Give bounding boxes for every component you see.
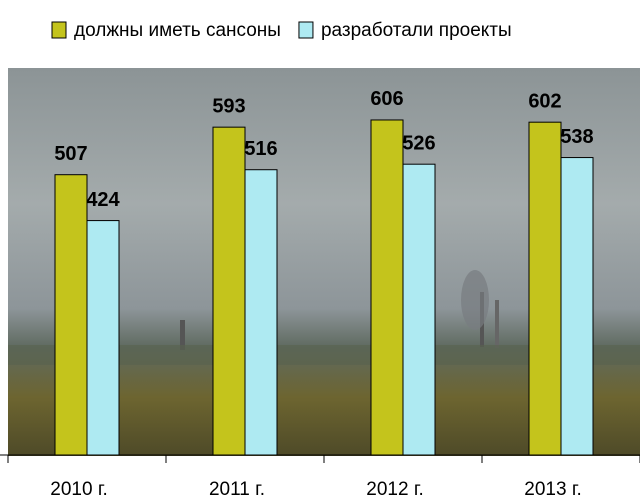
legend-label: должны иметь сансоны <box>74 20 281 41</box>
x-tick-label: 2011 г. <box>209 479 265 500</box>
legend: должны иметь сансоны разработали проекты <box>52 20 512 41</box>
bar <box>561 158 593 455</box>
chart: должны иметь сансоныразработали проекты … <box>0 0 640 501</box>
value-label: 424 <box>86 189 120 211</box>
value-label: 593 <box>212 95 245 117</box>
bar <box>371 120 403 455</box>
x-tick-label: 2010 г. <box>50 479 107 500</box>
bar <box>403 164 435 455</box>
legend-swatch <box>52 22 66 38</box>
bar <box>213 127 245 455</box>
value-label: 516 <box>244 138 277 160</box>
bar <box>245 170 277 455</box>
bar <box>529 122 561 455</box>
value-label: 507 <box>54 143 87 165</box>
legend-label: разработали проекты <box>321 20 512 41</box>
x-tick-label: 2012 г. <box>366 479 423 500</box>
value-label: 526 <box>402 132 435 154</box>
x-tick-label: 2013 г. <box>524 479 581 500</box>
bar <box>55 175 87 455</box>
bar <box>87 221 119 455</box>
value-label: 606 <box>370 88 403 110</box>
legend-swatch <box>299 22 313 38</box>
value-label: 538 <box>560 126 593 148</box>
value-label: 602 <box>528 90 561 112</box>
